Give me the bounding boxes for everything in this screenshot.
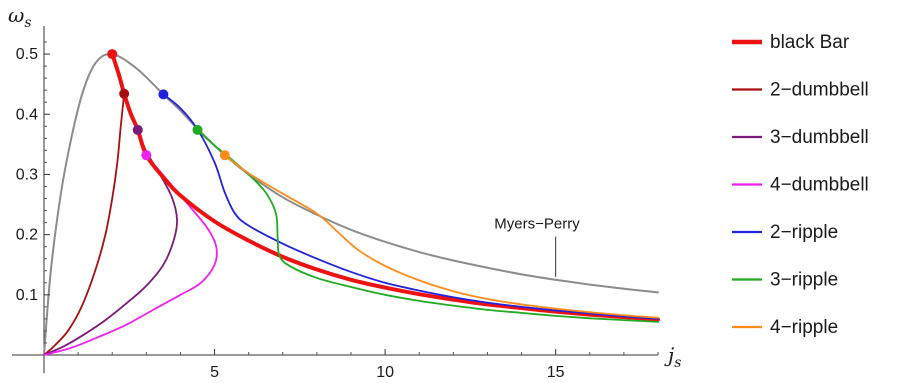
branch-point-marker <box>119 88 130 99</box>
ticks-group: 5 10 15 0.1 0.2 0.3 0.4 0.5 <box>16 41 659 381</box>
branch-point-marker <box>192 124 203 135</box>
legend-label-3-ripple: 3−ripple <box>770 270 838 291</box>
series-line-4-dumbbell <box>43 154 218 356</box>
series-line-4-ripple <box>223 154 659 319</box>
y-tick-label: 0.1 <box>16 287 38 304</box>
series-line-3-ripple <box>196 129 659 323</box>
legend-label-2-dumbbell: 2−dumbbell <box>770 80 869 101</box>
branch-point-marker <box>107 49 118 60</box>
myers-perry-label: Myers−Perry <box>494 216 580 233</box>
markers-group <box>107 49 230 161</box>
branch-point-marker <box>158 89 169 100</box>
x-tick-label: 10 <box>376 364 394 381</box>
y-tick-label: 0.2 <box>16 227 38 244</box>
series-line-2-ripple <box>162 93 659 320</box>
legend: black Bar 2−dumbbell 3−dumbbell 4−dumbbell 2… <box>732 32 869 338</box>
annotation-group: Myers−Perry <box>494 216 580 277</box>
x-tick-label: 5 <box>210 364 219 381</box>
x-tick-label: 15 <box>547 364 565 381</box>
branch-point-marker <box>219 150 230 161</box>
legend-label-black-bar: black Bar <box>770 32 850 53</box>
x-axis-label: js <box>664 343 681 371</box>
y-tick-label: 0.4 <box>16 106 38 123</box>
series-line-black-bar <box>110 52 660 322</box>
y-tick-label: 0.3 <box>16 166 38 183</box>
legend-label-4-dumbbell: 4−dumbbell <box>770 175 869 196</box>
axes <box>12 26 658 373</box>
y-axis-label: ωs <box>8 3 32 31</box>
series-line-3-dumbbell <box>43 129 178 356</box>
legend-label-3-dumbbell: 3−dumbbell <box>770 127 869 148</box>
branch-point-marker <box>141 150 152 161</box>
branch-point-marker <box>132 124 143 135</box>
y-tick-label: 0.5 <box>16 46 38 63</box>
legend-label-2-ripple: 2−ripple <box>770 222 838 243</box>
legend-label-4-ripple: 4−ripple <box>770 317 838 338</box>
series-group <box>43 52 660 356</box>
series-line-2-dumbbell <box>43 92 126 356</box>
